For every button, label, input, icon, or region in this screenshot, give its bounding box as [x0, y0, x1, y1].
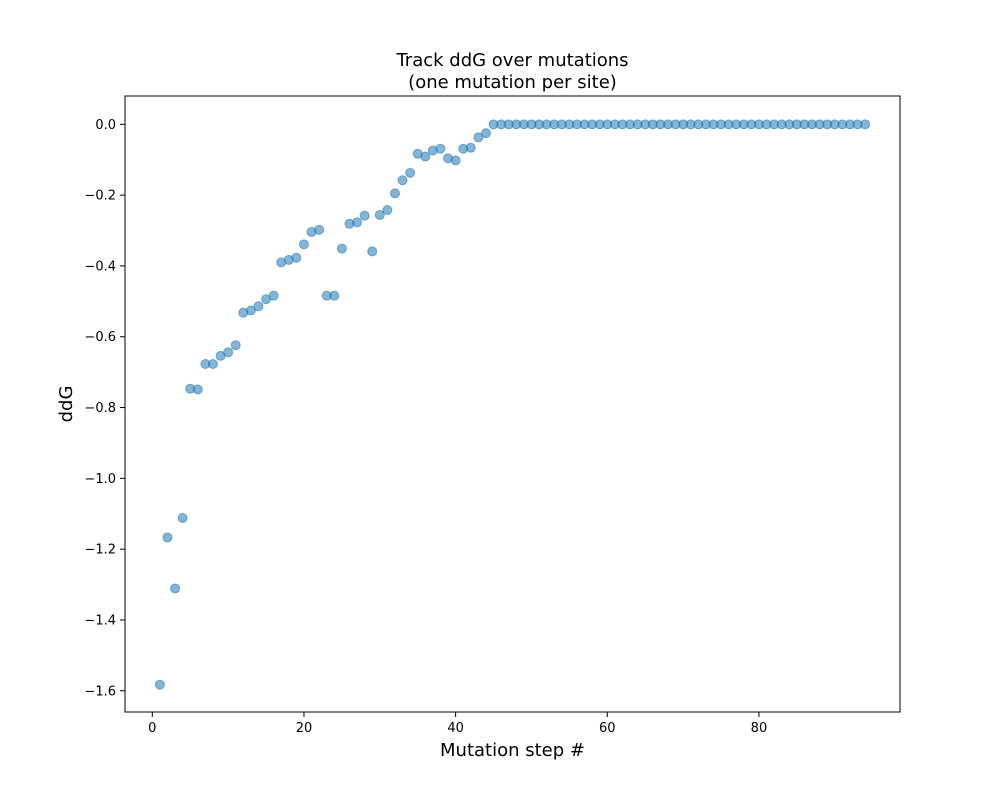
data-point — [359, 210, 370, 221]
y-tick-label: −0.8 — [84, 401, 116, 416]
data-point — [268, 290, 279, 301]
x-axis-label: Mutation step # — [440, 740, 585, 761]
data-point — [473, 132, 484, 143]
chart-title: Track ddG over mutations — [395, 50, 628, 71]
data-point — [480, 128, 491, 139]
x-tick-label: 40 — [447, 721, 464, 736]
data-point — [170, 583, 181, 594]
data-point — [450, 155, 461, 166]
data-point — [314, 224, 325, 235]
plot-frame — [124, 95, 901, 713]
data-point — [298, 239, 309, 250]
x-tick-label: 80 — [751, 721, 768, 736]
data-point — [154, 679, 165, 690]
y-tick-label: −0.4 — [84, 259, 116, 274]
y-tick-label: −0.6 — [84, 330, 116, 345]
data-point — [177, 513, 188, 523]
y-tick-label: −0.2 — [84, 189, 116, 204]
x-axis-ticks: 0 20 40 60 80 — [148, 712, 767, 736]
data-point — [230, 340, 241, 351]
data-point — [374, 209, 385, 220]
y-tick-label: −1.4 — [84, 613, 116, 628]
data-point — [405, 167, 416, 178]
data-point — [192, 384, 203, 395]
x-tick-label: 0 — [148, 721, 156, 736]
data-point — [253, 301, 264, 312]
y-axis-label: ddG — [56, 386, 77, 423]
data-point — [465, 142, 476, 153]
data-point — [860, 119, 871, 130]
data-point — [352, 217, 363, 228]
data-point — [207, 359, 218, 369]
data-point — [291, 252, 302, 263]
data-point — [245, 305, 256, 316]
data-point — [329, 290, 340, 301]
y-tick-label: −1.2 — [84, 543, 116, 558]
chart-subtitle: (one mutation per site) — [408, 72, 617, 93]
x-tick-label: 60 — [599, 721, 616, 736]
y-axis-ticks: −1.6 −1.4 −1.2 −1.0 −0.8 −0.6 −0.4 −0.2 0.0 — [84, 118, 125, 699]
y-tick-label: 0.0 — [95, 118, 116, 133]
data-points — [154, 119, 871, 690]
data-point — [382, 205, 393, 215]
data-point — [389, 188, 400, 199]
data-point — [397, 175, 408, 186]
data-point — [223, 347, 234, 358]
y-tick-label: −1.0 — [84, 472, 116, 487]
data-point — [162, 532, 173, 543]
data-point — [420, 151, 431, 162]
y-tick-label: −1.6 — [84, 684, 116, 699]
data-point — [367, 246, 378, 257]
x-tick-label: 20 — [296, 721, 313, 736]
data-point — [336, 243, 347, 254]
data-point — [435, 143, 446, 154]
